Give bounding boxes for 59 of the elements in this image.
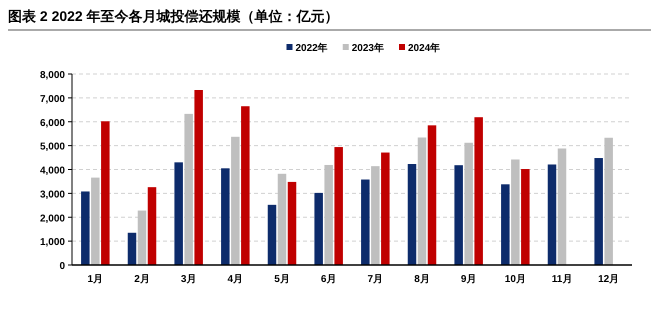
bar — [521, 169, 530, 265]
legend-label: 2024年 — [408, 42, 440, 54]
bar — [604, 138, 613, 265]
x-tick-label: 2月 — [134, 274, 150, 285]
bar — [314, 192, 323, 265]
bar — [278, 174, 286, 265]
bar — [194, 90, 203, 265]
x-tick-label: 10月 — [504, 274, 526, 285]
bar — [371, 166, 380, 265]
bar — [408, 164, 416, 265]
bar — [91, 178, 100, 265]
bar — [241, 106, 250, 265]
y-tick-label: 8,000 — [40, 70, 66, 81]
bar — [81, 191, 90, 265]
x-tick-label: 9月 — [460, 274, 476, 285]
bar — [454, 165, 463, 265]
bar — [174, 162, 183, 265]
legend-label: 2022年 — [296, 42, 328, 54]
y-tick-label: 0 — [59, 261, 66, 272]
x-tick-label: 11月 — [552, 274, 572, 285]
y-tick-label: 3,000 — [40, 189, 66, 200]
x-tick-label: 4月 — [228, 274, 244, 285]
bar — [101, 121, 110, 265]
bar — [418, 138, 426, 265]
bar — [231, 136, 240, 265]
bar — [138, 210, 146, 265]
x-tick-label: 1月 — [88, 274, 104, 285]
x-tick-label: 6月 — [320, 274, 336, 285]
y-tick-label: 5,000 — [40, 142, 66, 153]
y-tick-label: 6,000 — [40, 118, 66, 129]
bar — [511, 159, 520, 265]
x-tick-label: 7月 — [368, 274, 384, 285]
bar — [381, 152, 390, 265]
bar — [501, 184, 510, 265]
bar — [594, 158, 603, 265]
bar — [221, 168, 230, 265]
x-tick-label: 12月 — [598, 274, 620, 285]
x-tick-label: 5月 — [274, 274, 290, 285]
bar — [474, 117, 483, 265]
bar — [128, 232, 136, 265]
y-tick-label: 1,000 — [40, 237, 66, 248]
bar — [268, 204, 276, 265]
bar — [464, 142, 473, 265]
bar — [334, 147, 343, 265]
x-tick-label: 3月 — [180, 274, 196, 285]
y-tick-label: 2,000 — [40, 213, 66, 224]
bar — [324, 164, 333, 265]
bar — [184, 114, 193, 265]
bar — [548, 164, 556, 265]
legend-label: 2023年 — [352, 42, 384, 54]
bar — [148, 187, 156, 265]
x-tick-label: 8月 — [414, 274, 430, 285]
bar — [558, 148, 566, 265]
bar — [288, 182, 296, 265]
chart-title: 图表 2 2022 年至今各月城投偿还规模（单位：亿元） — [8, 8, 339, 24]
y-tick-label: 7,000 — [40, 94, 66, 105]
bar — [428, 125, 436, 265]
bar — [361, 180, 370, 265]
y-tick-label: 4,000 — [40, 166, 66, 176]
